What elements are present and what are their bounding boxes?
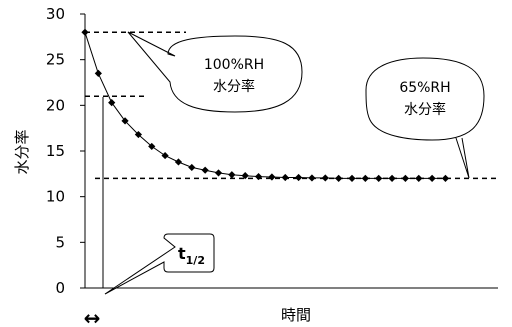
data-point <box>174 158 183 166</box>
y-tick-label: 5 <box>55 233 65 251</box>
data-point <box>375 174 383 182</box>
y-tick-label: 30 <box>46 5 65 23</box>
data-point <box>201 166 209 174</box>
data-point <box>134 130 142 139</box>
data-point <box>228 171 236 179</box>
callout-saturated-line2: 水分率 <box>213 78 255 95</box>
half-time-label-main: t <box>178 244 186 263</box>
data-point <box>415 174 423 182</box>
series-points <box>81 28 450 182</box>
y-ticks: 0 5 10 15 20 25 30 <box>46 5 85 297</box>
data-point <box>441 174 450 182</box>
callout-equilibrium-bubble <box>365 57 485 179</box>
data-point <box>94 69 102 77</box>
data-point <box>428 174 436 182</box>
y-tick-label: 20 <box>46 96 65 114</box>
y-tick-label: 25 <box>46 51 65 69</box>
data-point <box>348 174 356 182</box>
data-point <box>295 173 303 182</box>
y-tick-label: 15 <box>46 142 65 160</box>
half-time-label: t1/2 <box>178 244 205 267</box>
data-point <box>281 173 289 182</box>
callout-saturated-bubble <box>127 31 303 113</box>
data-point <box>161 151 169 160</box>
y-tick-label: 10 <box>46 188 65 206</box>
data-point <box>268 173 276 181</box>
callout-half-time: t1/2 <box>104 233 215 295</box>
y-axis-title: 水分率 <box>13 129 31 174</box>
callout-half-time-bubble <box>104 233 215 295</box>
interval-arrow: ↔ <box>84 306 101 327</box>
data-point <box>241 172 249 180</box>
callout-equilibrium-line2: 水分率 <box>404 101 446 118</box>
y-tick-label: 0 <box>55 279 65 297</box>
data-point <box>388 174 396 182</box>
callout-equilibrium-line1: 65%RH <box>399 80 450 96</box>
data-point <box>361 174 369 182</box>
series-line <box>84 32 446 179</box>
data-point <box>81 28 89 36</box>
half-time-label-sub: 1/2 <box>186 254 205 267</box>
data-point <box>121 117 129 125</box>
callout-equilibrium: 65%RH 水分率 <box>365 57 485 179</box>
data-point <box>214 169 223 177</box>
data-point <box>335 174 343 182</box>
data-point <box>254 172 263 181</box>
data-point <box>108 98 116 107</box>
data-point <box>401 174 409 182</box>
data-point <box>321 174 329 182</box>
data-point <box>308 174 316 182</box>
callout-saturated-line1: 100%RH <box>204 57 264 73</box>
x-axis-title: 時間 <box>281 306 311 324</box>
data-point <box>188 163 196 172</box>
data-point <box>148 142 156 151</box>
callout-saturated: 100%RH 水分率 <box>127 31 303 113</box>
